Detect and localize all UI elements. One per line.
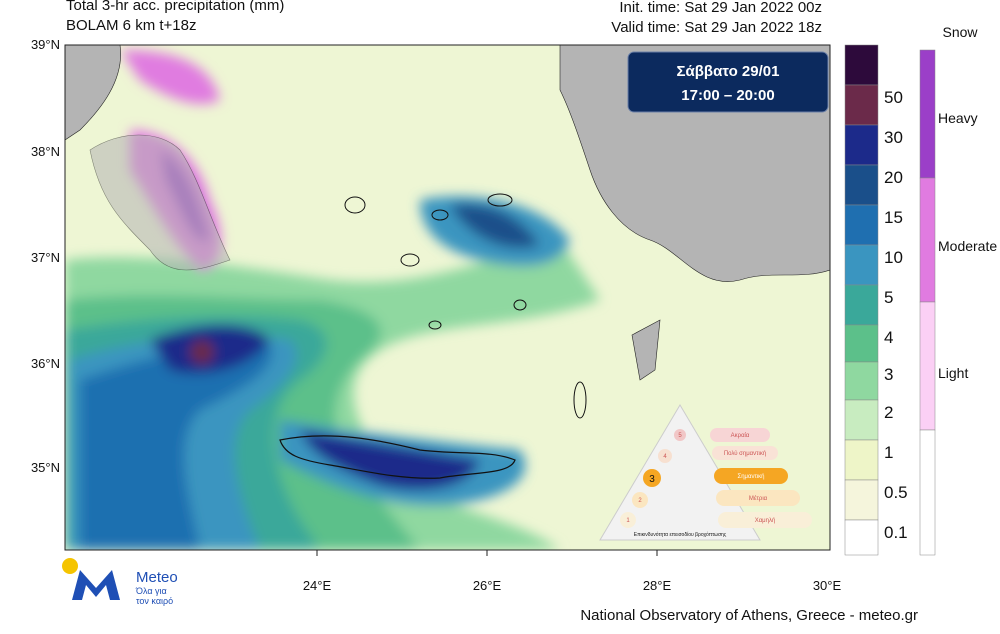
precip-scale-label: 10 [884, 248, 903, 267]
risk-level: Χαμηλή [755, 517, 776, 524]
logo-slogan: Όλα για [135, 586, 167, 596]
precip-colorbar [844, 44, 879, 556]
snow-title: Snow [942, 24, 978, 40]
lon-label: 26°E [473, 578, 502, 593]
date-hours: 17:00 – 20:00 [681, 87, 774, 104]
precip-scale-label: 30 [884, 128, 903, 147]
valid-time: Valid time: Sat 29 Jan 2022 18z [611, 19, 822, 36]
risk-level: Ακραία [731, 433, 750, 439]
lat-label: 37°N [31, 250, 60, 265]
footer: National Observatory of Athens, Greece -… [580, 607, 918, 624]
precip-scale-label: 50 [884, 88, 903, 107]
precip-scale-label: 0.5 [884, 483, 908, 502]
map-area: Ακραία Πολύ σημαντική Σημαντική Μέτρια Χ… [65, 45, 830, 550]
init-time: Init. time: Sat 29 Jan 2022 00z [619, 0, 822, 16]
snow-level: Heavy [938, 110, 978, 126]
date-box [627, 51, 829, 113]
precip-scale-label: 0.1 [884, 523, 908, 542]
map-title: Total 3-hr acc. precipitation (mm) [66, 0, 284, 14]
lon-label: 24°E [303, 578, 332, 593]
precip-scale-label: 4 [884, 328, 893, 347]
precip-scale-label: 15 [884, 208, 903, 227]
map-frame [64, 44, 831, 551]
precip-scale-label: 20 [884, 168, 903, 187]
logo-slogan: τον καιρό [136, 596, 173, 606]
risk-number: 3 [649, 474, 655, 485]
model-label: BOLAM 6 km t+18z [66, 17, 196, 34]
date-day: Σάββατο 29/01 [677, 63, 780, 80]
lat-label: 38°N [31, 144, 60, 159]
lat-label: 36°N [31, 356, 60, 371]
snow-level: Light [938, 365, 968, 381]
lon-label: 30°E [813, 578, 842, 593]
lat-label: 39°N [31, 37, 60, 52]
logo-name: Meteo [136, 569, 178, 586]
risk-pyramid: Ακραία Πολύ σημαντική Σημαντική Μέτρια Χ… [599, 404, 812, 541]
risk-number: 4 [663, 454, 667, 460]
snow-level: Moderate [938, 238, 997, 254]
risk-level: Σημαντική [737, 473, 764, 480]
risk-number: 2 [638, 498, 642, 504]
precip-scale-label: 1 [884, 443, 893, 462]
risk-number: 5 [678, 433, 682, 439]
logo: Meteo Όλα για τον καιρό [62, 558, 178, 606]
precip-scale-label: 2 [884, 403, 893, 422]
risk-level: Μέτρια [749, 495, 768, 502]
precip-scale-labels: 50 30 20 15 10 5 4 3 2 1 0.5 0.1 [884, 88, 908, 542]
precip-scale-label: 3 [884, 365, 893, 384]
risk-number: 1 [626, 518, 630, 524]
lat-label: 35°N [31, 460, 60, 475]
risk-level: Πολύ σημαντική [724, 450, 766, 457]
risk-caption: Επικινδυνότητα επεισοδίου βροχόπτωσης [634, 531, 727, 538]
snow-colorbar [919, 49, 936, 556]
lon-label: 28°E [643, 578, 672, 593]
precip-scale-label: 5 [884, 288, 893, 307]
